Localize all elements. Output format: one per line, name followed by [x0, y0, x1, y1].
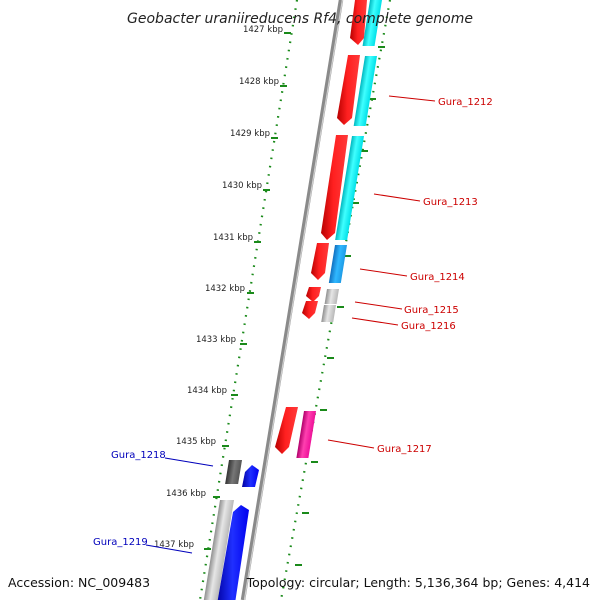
gene-label-gura-1219[interactable]: Gura_1219	[93, 537, 148, 548]
genome-backbone-highlight	[243, 0, 343, 600]
cog-bar-gura-1217	[296, 411, 316, 458]
genome-backbone	[240, 0, 344, 600]
gene-arrow-gura-1212[interactable]	[337, 55, 360, 125]
ruler-label-1429: 1429 kbp	[230, 129, 270, 139]
ruler-label-1434: 1434 kbp	[187, 386, 227, 396]
ruler-outer-ring	[198, 0, 299, 600]
gene-label-gura-1218[interactable]: Gura_1218	[111, 450, 166, 461]
cog-bar-top	[362, 0, 382, 46]
ruler-label-1436: 1436 kbp	[166, 489, 206, 499]
ruler-label-1437: 1437 kbp	[154, 540, 194, 550]
gene-label-gura-1217[interactable]: Gura_1217	[377, 444, 432, 455]
gene-arrow-top-forward[interactable]	[350, 0, 367, 45]
gene-arrow-gura-1217[interactable]	[275, 407, 298, 454]
gene-arrow-gura-1219[interactable]	[216, 505, 249, 600]
gene-arrow-gura-1214[interactable]	[311, 243, 329, 280]
gene-leader-lines	[145, 95, 436, 554]
map-title: Geobacter uraniireducens Rf4, complete g…	[127, 11, 473, 27]
gene-arrow-gura-1218[interactable]	[242, 465, 259, 487]
cog-bar-gura-1216	[321, 305, 336, 322]
gene-arrow-gura-1213[interactable]	[321, 135, 348, 240]
gene-label-gura-1214[interactable]: Gura_1214	[410, 272, 465, 283]
ruler-label-1427: 1427 kbp	[243, 25, 283, 35]
gene-arrow-gura-1215[interactable]	[306, 287, 321, 302]
ruler-label-1431: 1431 kbp	[213, 233, 253, 243]
cog-bar-gura-1213	[335, 136, 364, 240]
ruler-label-1435: 1435 kbp	[176, 437, 216, 447]
cog-bar-gura-1214	[328, 245, 347, 283]
ruler-label-1433: 1433 kbp	[196, 335, 236, 345]
ruler-label-1428: 1428 kbp	[239, 77, 279, 87]
gene-label-gura-1216[interactable]: Gura_1216	[401, 321, 456, 332]
cog-bar-gura-1215	[324, 289, 339, 304]
gene-label-gura-1213[interactable]: Gura_1213	[423, 197, 478, 208]
ruler-label-1432: 1432 kbp	[205, 284, 245, 294]
gene-arrow-gura-1216[interactable]	[302, 301, 318, 319]
genome-summary: Topology: circular; Length: 5,136,364 bp…	[246, 575, 590, 590]
gene-label-gura-1215[interactable]: Gura_1215	[404, 305, 459, 316]
cog-bar-gura-1212	[353, 56, 377, 126]
ruler-ticks-left	[204, 32, 291, 550]
ruler-label-1430: 1430 kbp	[222, 181, 262, 191]
cog-bar-gura-1218	[225, 460, 242, 484]
gene-label-gura-1212[interactable]: Gura_1212	[438, 97, 493, 108]
cog-bar-gura-1219	[202, 500, 234, 600]
accession-label: Accession: NC_009483	[8, 575, 150, 590]
